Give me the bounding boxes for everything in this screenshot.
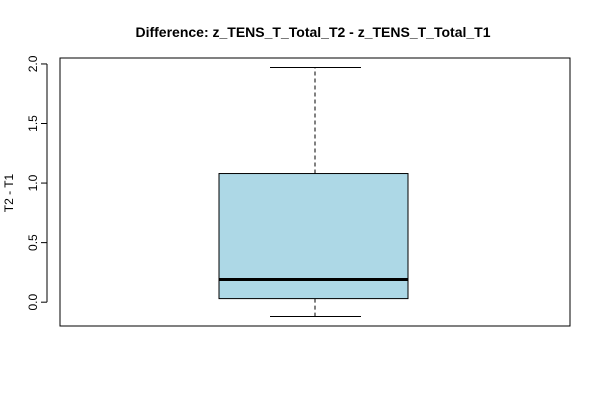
y-tick-label: 0.5	[26, 234, 40, 251]
y-tick-label: 0.0	[26, 294, 40, 311]
y-tick-label: 2.0	[26, 55, 40, 72]
y-tick-label: 1.0	[26, 174, 40, 191]
y-axis: 0.0 0.5 1.0 1.5 2.0	[26, 55, 48, 311]
plot-frame	[59, 57, 571, 327]
boxplot	[218, 67, 409, 317]
y-axis-label: T2 - T1	[2, 173, 16, 212]
interquartile-box	[218, 173, 409, 300]
y-tick-label: 1.5	[26, 115, 40, 132]
chart-title: Difference: z_TENS_T_Total_T2 - z_TENS_T…	[135, 24, 490, 40]
